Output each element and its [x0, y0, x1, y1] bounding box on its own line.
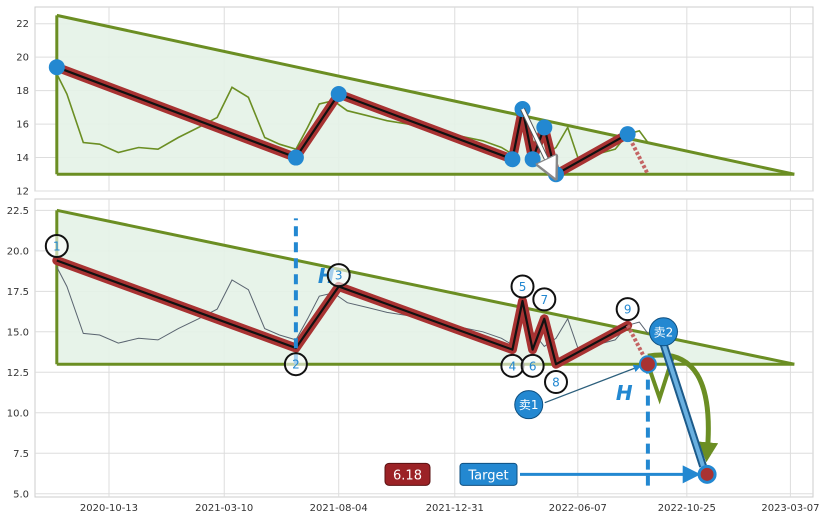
top-upper-trendline: [56, 13, 795, 176]
x-tick-label: 2021-08-04: [310, 503, 368, 514]
top-price-line: [56, 73, 649, 166]
top-y-tick-label: 14: [16, 153, 29, 164]
bot-pattern-line: [56, 259, 629, 366]
top-pivot-point: [48, 59, 65, 76]
bot-y-tick-label: 7.5: [13, 449, 29, 460]
x-tick-label: 2022-06-07: [549, 503, 607, 514]
pivot-label-circle: [510, 274, 535, 299]
x-tick-label: 2020-10-13: [80, 503, 138, 514]
sell-marker-circle: [514, 390, 544, 420]
top-pivot-point: [330, 85, 347, 102]
sell-marker-label: 卖2: [654, 325, 674, 339]
pivot-label-circle: [615, 297, 640, 322]
pivot-label-circle: [326, 263, 351, 288]
pivot-label-circle: [544, 370, 569, 395]
pivot-label-circle: [532, 287, 557, 312]
pivot-label-circle: [283, 352, 308, 377]
pivot-label-circle: [44, 233, 69, 258]
top-y-tick-label: 16: [16, 120, 29, 131]
top-y-tick-label: 18: [16, 86, 29, 97]
top-y-tick-label: 20: [16, 53, 29, 64]
pivot-label-circle: [520, 353, 545, 378]
pivot-label: 1: [53, 239, 61, 253]
top-pivot-point: [619, 126, 636, 143]
x-tick-label: 2023-03-07: [761, 503, 819, 514]
target-point: [697, 464, 717, 484]
bot-y-tick-label: 12.5: [7, 368, 29, 379]
target-label: Target: [467, 468, 508, 483]
bot-y-tick-label: 20.0: [7, 246, 29, 257]
sell2-target-path: [661, 343, 705, 467]
bot-y-tick-label: 15.0: [7, 327, 29, 338]
pivot-label: 5: [519, 280, 527, 294]
target-price-box: [384, 462, 431, 486]
top-pivot-point: [536, 119, 553, 136]
top-pivot-point: [524, 151, 541, 168]
pivot-label: 4: [509, 359, 517, 373]
x-tick-label: 2022-10-25: [658, 503, 716, 514]
breakout-point: [638, 355, 657, 374]
sell-marker-circle: [648, 317, 678, 347]
height-label-h-projection: H: [616, 381, 633, 405]
pivot-label: 3: [335, 269, 343, 283]
sell-marker-label: 卖1: [519, 398, 539, 412]
top-pivot-point: [504, 151, 521, 168]
x-tick-label: 2021-12-31: [426, 503, 484, 514]
bot-price-line: [56, 266, 649, 356]
bot-y-tick-label: 5.0: [13, 489, 29, 500]
top-breakout-arrow: [521, 108, 555, 176]
sell1-arrow: [544, 364, 642, 404]
top-y-tick-label: 22: [16, 19, 29, 30]
pivot-label: 8: [552, 376, 560, 390]
bot-y-tick-label: 17.5: [7, 287, 29, 298]
pivot-label: 6: [529, 359, 537, 373]
target-label-box: [459, 462, 518, 486]
bot-y-tick-label: 22.5: [7, 206, 29, 217]
top-pivot-point: [287, 149, 304, 166]
pivot-label: 2: [292, 358, 300, 372]
projection-curve-arrow: [647, 352, 719, 463]
target-price-value: 6.18: [393, 468, 422, 483]
bot-y-tick-label: 10.0: [7, 408, 29, 419]
x-tick-label: 2021-03-10: [195, 503, 253, 514]
pivot-label: 7: [541, 293, 549, 307]
top-y-tick-label: 12: [16, 187, 29, 198]
pivot-label: 9: [624, 303, 632, 317]
